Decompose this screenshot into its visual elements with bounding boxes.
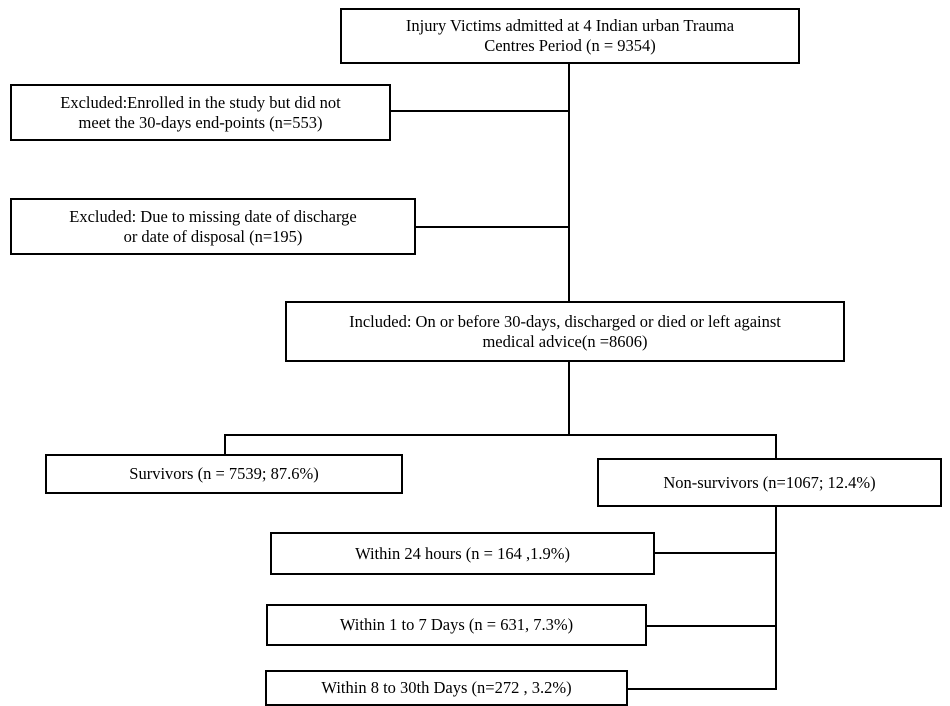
box-within-1-7-days: Within 1 to 7 Days (n = 631, 7.3%) bbox=[266, 604, 647, 646]
box-within-24h: Within 24 hours (n = 164 ,1.9%) bbox=[270, 532, 655, 575]
connector-to-non-survivors bbox=[775, 434, 777, 460]
box-included-line1: Included: On or before 30-days, discharg… bbox=[349, 311, 781, 331]
connector-to-excluded-missing bbox=[414, 226, 570, 228]
connector-split-horizontal bbox=[224, 434, 777, 436]
box-survivors-label: Survivors (n = 7539; 87.6%) bbox=[129, 464, 319, 483]
connector-to-survivors bbox=[224, 434, 226, 456]
box-excluded-endpoints-line1: Excluded:Enrolled in the study but did n… bbox=[60, 92, 341, 112]
box-within-8-30-days: Within 8 to 30th Days (n=272 , 3.2%) bbox=[265, 670, 628, 706]
box-total-line1: Injury Victims admitted at 4 Indian urba… bbox=[405, 16, 735, 35]
box-excluded-endpoints: Excluded:Enrolled in the study but did n… bbox=[10, 84, 391, 141]
connector-included-down bbox=[568, 360, 570, 436]
box-included: Included: On or before 30-days, discharg… bbox=[285, 301, 845, 362]
box-survivors: Survivors (n = 7539; 87.6%) bbox=[45, 454, 403, 494]
box-excluded-missing: Excluded: Due to missing date of dischar… bbox=[10, 198, 416, 255]
box-total-line2: Centres Period (n = 9354) bbox=[484, 36, 656, 55]
connector-to-within-24h bbox=[653, 552, 777, 554]
box-within-1-7-label: Within 1 to 7 Days (n = 631, 7.3%) bbox=[339, 615, 574, 634]
box-total-admitted: Injury Victims admitted at 4 Indian urba… bbox=[340, 8, 800, 64]
box-within-24h-label: Within 24 hours (n = 164 ,1.9%) bbox=[355, 543, 570, 563]
box-non-survivors: Non-survivors (n=1067; 12.4%) bbox=[597, 458, 942, 507]
box-excluded-missing-line2: or date of disposal (n=195) bbox=[123, 226, 303, 246]
connector-to-within-8-30 bbox=[626, 688, 777, 690]
connector-to-excluded-endpoints bbox=[389, 110, 570, 112]
connector-non-survivors-trunk bbox=[775, 505, 777, 690]
box-excluded-endpoints-line2: meet the 30-days end-points (n=553) bbox=[78, 112, 323, 132]
box-excluded-missing-line1: Excluded: Due to missing date of dischar… bbox=[69, 206, 357, 226]
box-included-line2: medical advice(n =8606) bbox=[482, 331, 648, 351]
connector-main-trunk bbox=[568, 62, 570, 303]
box-within-8-30-label: Within 8 to 30th Days (n=272 , 3.2%) bbox=[321, 678, 572, 697]
connector-to-within-1-7 bbox=[645, 625, 777, 627]
box-non-survivors-label: Non-survivors (n=1067; 12.4%) bbox=[663, 472, 876, 492]
